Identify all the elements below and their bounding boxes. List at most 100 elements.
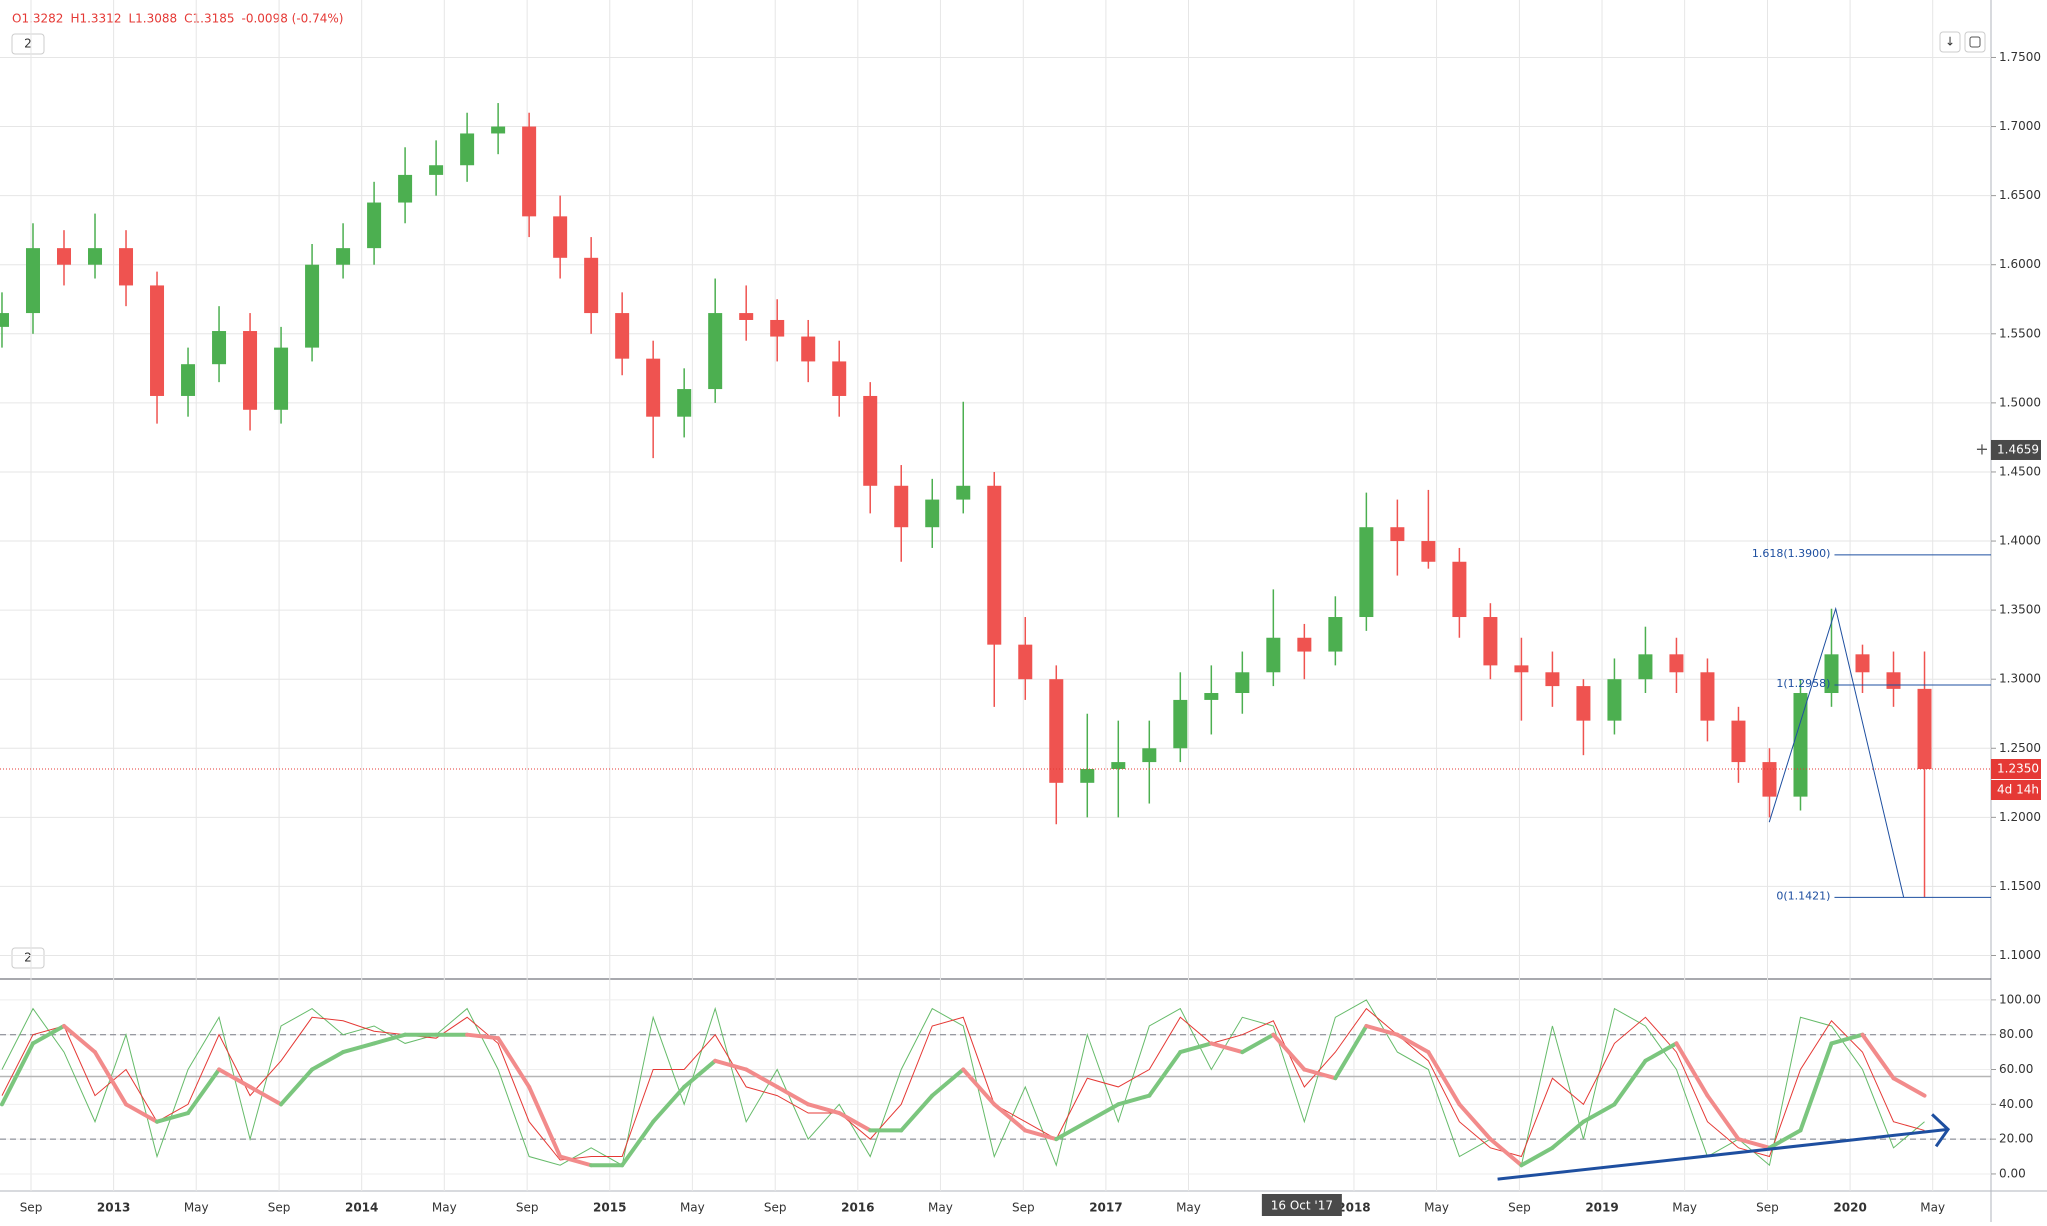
candle-body — [212, 331, 227, 365]
osc-smooth-segment — [1395, 1032, 1431, 1055]
osc-smooth-segment — [1302, 1067, 1338, 1081]
y-tick-label: 1.5000 — [1999, 395, 2041, 409]
pane-button-label: 2 — [24, 37, 32, 51]
x-tick-label: Sep — [1756, 1201, 1779, 1215]
osc-smooth-segment — [744, 1067, 780, 1089]
countdown-label: 4d 14h — [1997, 782, 2039, 796]
candle-body — [1793, 693, 1808, 797]
candle-body — [1421, 541, 1436, 562]
osc-smooth-segment — [279, 1067, 315, 1107]
osc-smooth-segment — [1550, 1119, 1586, 1150]
trend-arrow-head — [1931, 1113, 1951, 1148]
refresh-button[interactable] — [1964, 31, 1986, 53]
x-tick-label: 2017 — [1089, 1201, 1122, 1215]
ohlc-readout: C1.3185 — [184, 12, 234, 26]
osc-smooth-segment — [1829, 1032, 1865, 1046]
download-button[interactable] — [1939, 31, 1961, 53]
candle-body — [615, 313, 630, 359]
osc-smooth-segment — [1891, 1076, 1927, 1098]
trend-arrow — [1497, 1127, 1949, 1181]
x-tick-label: May — [184, 1201, 209, 1215]
y-tick-label: 1.3000 — [1999, 672, 2041, 686]
candle-body — [460, 133, 475, 166]
osc-smooth-segment — [899, 1093, 935, 1133]
pane-button[interactable] — [11, 33, 45, 55]
ohlc-readout: O1.3282 — [12, 12, 63, 26]
candle-body — [677, 389, 692, 417]
x-tick-label: Sep — [764, 1201, 787, 1215]
candle-body — [1483, 617, 1498, 666]
candle-body — [925, 499, 940, 528]
download-icon: ↓ — [1945, 35, 1955, 49]
candle-body — [243, 331, 258, 410]
osc-smooth-segment — [62, 1023, 98, 1055]
candle-body — [1328, 617, 1343, 652]
x-tick-label: May — [680, 1201, 705, 1215]
osc-button[interactable] — [11, 947, 45, 969]
osc-tick-label: 100.00 — [1999, 992, 2041, 1006]
osc-smooth-segment — [961, 1067, 997, 1107]
candle-body — [708, 313, 723, 390]
osc-smooth-segment — [1798, 1041, 1834, 1133]
fib-label: 1(1.2958) — [1776, 677, 1830, 690]
candle-body — [336, 248, 351, 265]
candle-body — [1266, 637, 1281, 673]
candle-body — [398, 174, 413, 203]
osc-smooth-segment — [1612, 1058, 1648, 1107]
x-tick-label: 2015 — [593, 1201, 626, 1215]
candle-body — [1917, 688, 1932, 769]
y-tick-label: 1.2000 — [1999, 810, 2041, 824]
candle-body — [1111, 762, 1126, 769]
osc-smooth-segment — [1519, 1145, 1555, 1168]
x-tick-label: May — [928, 1201, 953, 1215]
candle-body — [770, 319, 785, 337]
crosshair-x-label: 16 Oct '17 — [1271, 1199, 1333, 1213]
osc-smooth-segment — [310, 1050, 346, 1072]
x-tick-label: Sep — [20, 1201, 43, 1215]
candle-body — [1514, 665, 1529, 673]
candle-body — [1235, 672, 1250, 694]
candle-body — [1607, 679, 1622, 721]
osc-smooth-segment — [1147, 1050, 1183, 1098]
candle-body — [1855, 654, 1870, 673]
candle-body — [1545, 672, 1560, 687]
osc-smooth-segment — [186, 1067, 222, 1116]
x-tick-label: Sep — [516, 1201, 539, 1215]
candle-body — [646, 358, 661, 417]
ohlc-readout: H1.3312 — [70, 12, 121, 26]
osc-smooth-segment — [1674, 1041, 1710, 1098]
candle-body — [1452, 561, 1467, 618]
osc-smooth-segment — [620, 1119, 656, 1168]
x-tick-label: 2020 — [1833, 1201, 1866, 1215]
candle-body — [429, 165, 444, 175]
osc-smooth-segment — [558, 1154, 594, 1168]
fib-label: 1.618(1.3900) — [1752, 547, 1831, 560]
fib-label: 0(1.1421) — [1776, 889, 1830, 902]
candle-body — [1297, 637, 1312, 652]
y-tick-label: 1.4500 — [1999, 464, 2041, 478]
price-tag — [1991, 758, 2041, 779]
osc-smooth-segment — [217, 1067, 253, 1089]
y-tick-label: 1.3500 — [1999, 603, 2041, 617]
price-tag-label: 1.2350 — [1997, 761, 2039, 775]
candle-body — [0, 313, 9, 327]
crosshair-icon: + — [1975, 439, 1988, 458]
x-tick-label: May — [1176, 1201, 1201, 1215]
osc-tick-label: 40.00 — [1999, 1097, 2033, 1111]
osc-smooth-segment — [1209, 1041, 1245, 1055]
osc-smooth-segment — [465, 1032, 501, 1041]
osc-smooth-segment — [1736, 1137, 1772, 1150]
osc-smooth-segment — [651, 1084, 687, 1124]
osc-tick-label: 80.00 — [1999, 1027, 2033, 1041]
candle-body — [181, 364, 196, 396]
osc-smooth-segment — [1333, 1023, 1369, 1081]
candle-body — [987, 485, 1002, 645]
candle-body — [491, 126, 506, 134]
x-tick-label: 2014 — [345, 1201, 378, 1215]
candle-body — [274, 347, 289, 410]
candle-body — [1762, 762, 1777, 797]
osc-smooth-segment — [1767, 1128, 1803, 1150]
ohlc-readout: -0.0098 (-0.74%) — [242, 12, 344, 26]
y-tick-label: 1.1500 — [1999, 879, 2041, 893]
